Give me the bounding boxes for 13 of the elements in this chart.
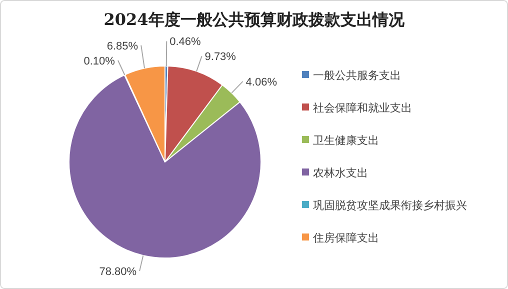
chart-title: 2024年度一般公共预算财政拨款支出情况	[104, 10, 406, 29]
data-label: 4.06%	[246, 76, 278, 88]
data-label: 9.73%	[204, 51, 236, 64]
data-label: 78.80%	[99, 266, 137, 278]
legend-label: 巩固脱贫攻坚成果衔接乡村振兴	[313, 199, 467, 212]
legend-label: 农林水支出	[313, 166, 368, 180]
data-label: 0.10%	[84, 55, 116, 68]
data-label: 0.46%	[170, 36, 202, 48]
legend-label: 卫生健康支出	[313, 134, 379, 147]
legend-label: 社会保障和就业支出	[313, 102, 412, 114]
legend-label: 住房保障支出	[313, 232, 379, 244]
data-label: 6.85%	[106, 40, 138, 52]
legend-label: 一般公共服务支出	[313, 69, 401, 82]
